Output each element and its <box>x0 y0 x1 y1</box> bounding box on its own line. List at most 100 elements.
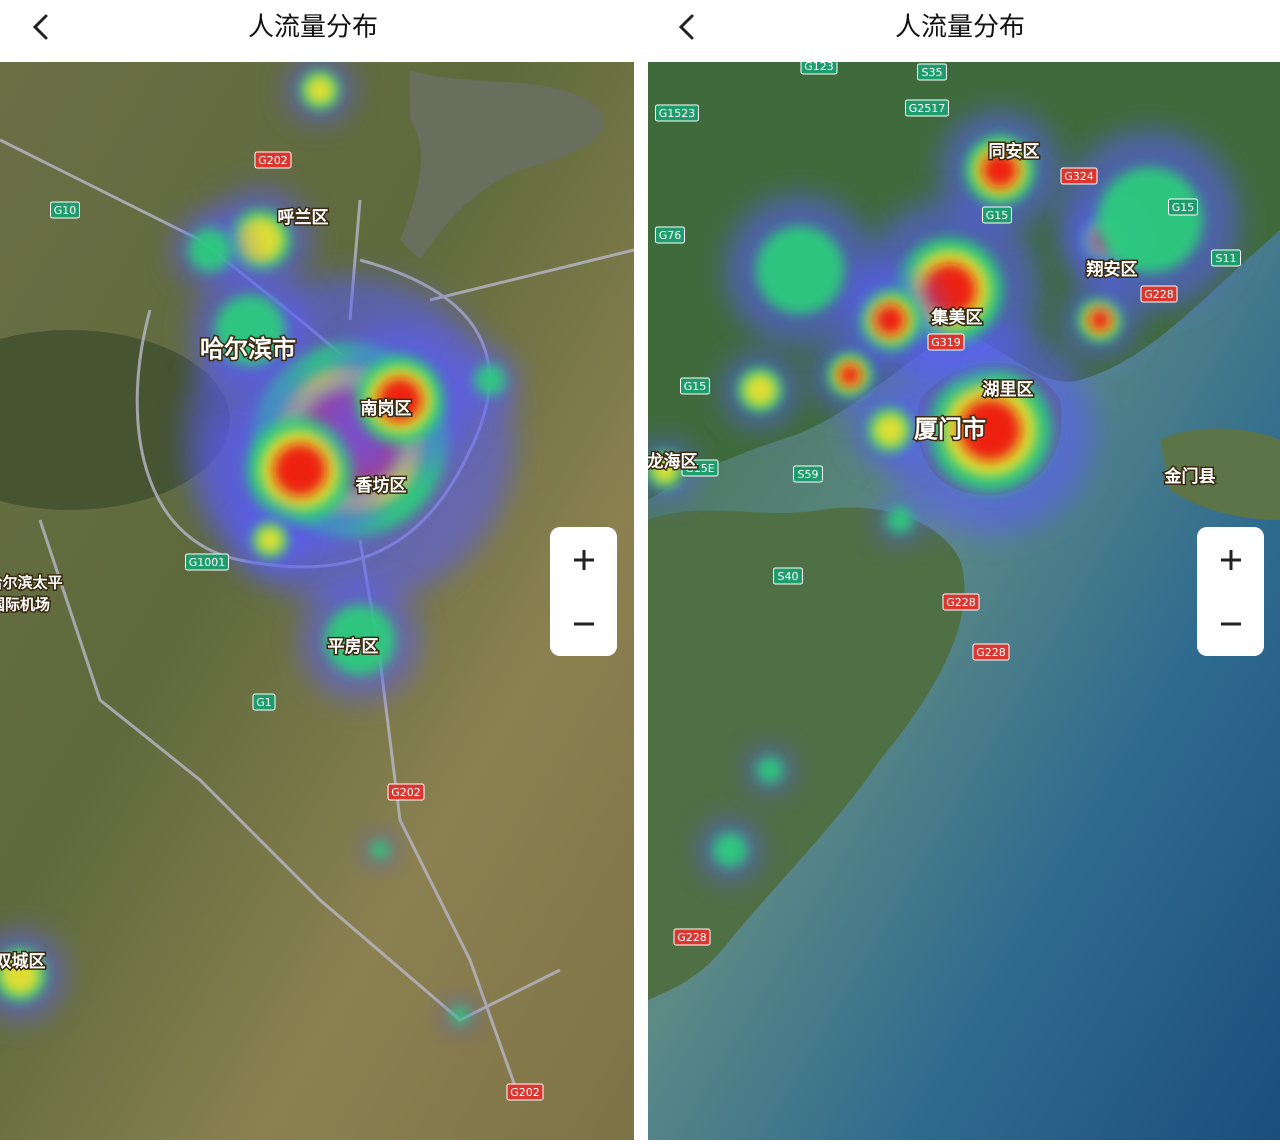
header <box>648 0 1280 62</box>
place-label: 哈尔滨太平 <box>0 574 63 592</box>
road-shield <box>927 333 965 351</box>
heat-core <box>378 378 422 422</box>
heat-core <box>214 294 286 366</box>
road-label: G202 <box>258 154 288 167</box>
road-shield <box>1211 249 1241 267</box>
heat-core <box>371 841 389 859</box>
zoom-panel <box>1197 527 1264 656</box>
road-shield <box>254 151 292 169</box>
place-label: 龙海区 <box>646 451 698 472</box>
header <box>0 0 634 62</box>
road-shield <box>1168 198 1198 216</box>
road-shield <box>50 201 80 219</box>
road-shield <box>681 459 719 477</box>
heat-core <box>873 413 907 447</box>
road-label: G228 <box>677 931 707 944</box>
panel-labels: G202 G10 G1001 G1 G202 G202 呼兰区哈尔滨市南岗区香坊区平房区双城… <box>0 151 544 1101</box>
heat-core <box>886 506 914 534</box>
page-title: 人流量分布 <box>895 13 1025 43</box>
road-shield <box>942 593 980 611</box>
heat-core <box>651 456 679 484</box>
road-label: G76 <box>659 229 682 242</box>
zoom-panel <box>550 527 617 656</box>
heat-core <box>959 399 1021 461</box>
road-shield <box>680 377 710 395</box>
road-label: S40 <box>778 570 799 583</box>
heat-core <box>0 955 40 995</box>
road-label: G228 <box>976 646 1006 659</box>
heat-core <box>1089 309 1111 331</box>
road-shield <box>800 62 838 75</box>
heat-core <box>273 443 327 497</box>
road-shield <box>905 99 949 117</box>
heat-core <box>256 526 284 554</box>
road-label: G324 <box>1064 170 1094 183</box>
road-label: G1523 <box>659 107 696 120</box>
place-label: 厦门市 <box>914 415 986 443</box>
heat-core <box>236 216 284 264</box>
heat-core <box>743 373 777 407</box>
road-shield <box>655 104 699 122</box>
road-label: G15 <box>1172 201 1195 214</box>
place-label: 国际机场 <box>0 596 50 614</box>
heatmap-layer <box>0 62 517 1030</box>
heat-core <box>756 756 784 784</box>
panel-labels: G123 S35 G1523 G2517 G324 G15 G15 G76 S11 G228 G31… <box>646 62 1241 946</box>
island <box>1160 428 1280 520</box>
road-label: G1 <box>256 696 272 709</box>
heat-core <box>324 604 396 676</box>
road-label: G15 <box>986 209 1009 222</box>
heat-core <box>712 832 748 868</box>
terrain <box>0 330 230 510</box>
heat-core <box>874 304 906 336</box>
back-button[interactable] <box>32 14 48 40</box>
place-label: 哈尔滨市 <box>200 335 296 363</box>
place-label: 呼兰区 <box>278 207 329 228</box>
heat-core <box>756 226 844 314</box>
road-label: S11 <box>1216 252 1237 265</box>
heatmap-layer <box>648 110 1240 880</box>
heat-core <box>982 152 1018 188</box>
road-label: G228 <box>1144 288 1174 301</box>
road-shield <box>1140 285 1178 303</box>
zoom-in[interactable] <box>1221 550 1241 570</box>
road-shield <box>673 928 711 946</box>
place-label: 同安区 <box>989 141 1040 162</box>
road-label: G1001 <box>189 556 226 569</box>
back-button[interactable] <box>678 14 694 40</box>
place-label: 平房区 <box>328 636 379 657</box>
river <box>400 70 604 260</box>
place-label: 湖里区 <box>983 380 1034 400</box>
place-label: 双城区 <box>0 952 46 972</box>
road-shield <box>1060 167 1098 185</box>
map-right[interactable] <box>635 62 1280 1140</box>
road-shield <box>252 693 276 711</box>
place-label: 南岗区 <box>361 398 412 419</box>
place-label: 金门县 <box>1164 466 1216 487</box>
zoom-in[interactable] <box>574 550 594 570</box>
place-label: 集美区 <box>931 307 983 328</box>
road-shield <box>917 63 947 81</box>
map-labels: G202 G10 G1001 G1 G202 G202 呼兰区哈尔滨市南岗区香坊区平房区双城… <box>0 62 1241 1101</box>
road-shield <box>387 783 425 801</box>
road-label: S59 <box>798 468 819 481</box>
heat-core <box>474 364 506 396</box>
road-shield <box>982 206 1012 224</box>
road-label: G15E <box>685 462 715 475</box>
road-label: G15 <box>684 380 707 393</box>
page-title: 人流量分布 <box>248 13 378 43</box>
map-left[interactable] <box>0 57 634 1140</box>
separator <box>634 0 648 1140</box>
heat-core <box>451 1006 469 1024</box>
place-label: 香坊区 <box>356 475 407 496</box>
place-label: 翔安区 <box>1086 259 1138 280</box>
road-label: G228 <box>946 596 976 609</box>
road-label: S35 <box>922 66 943 79</box>
road-label: G202 <box>391 786 421 799</box>
road-label: G2517 <box>909 102 946 115</box>
heat-core <box>1097 167 1203 273</box>
road-shield <box>506 1083 544 1101</box>
road-shield <box>655 226 685 244</box>
